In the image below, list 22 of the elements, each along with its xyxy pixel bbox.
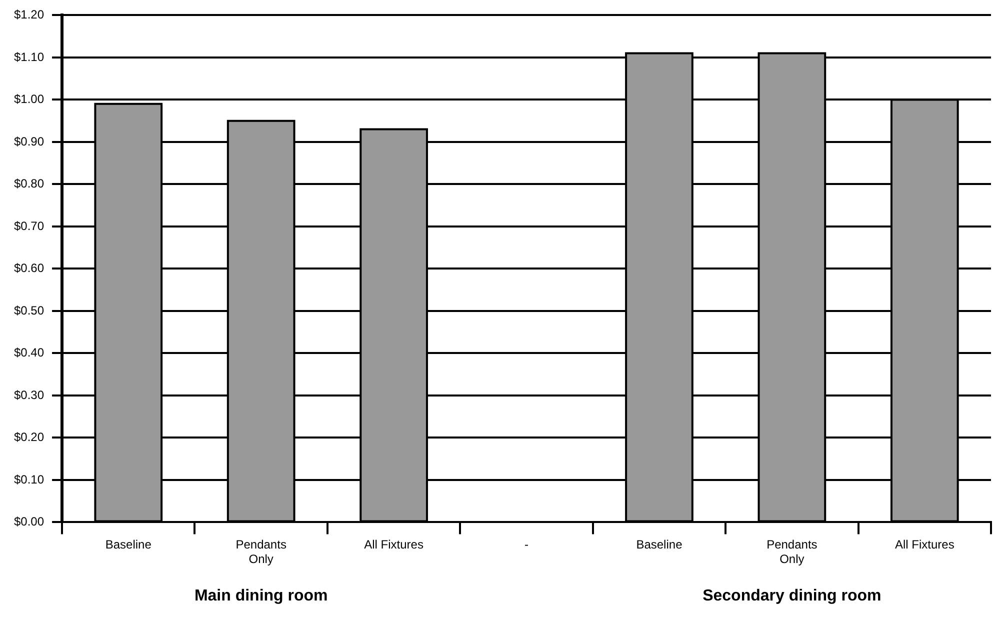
y-tick-label: $0.00 [14,514,44,529]
x-tick-label: Pendants Only [236,538,286,566]
x-tick-label: - [524,538,529,552]
y-tick-label: $0.90 [14,134,44,148]
text: Secondary dining room [702,587,882,604]
y-tick-label: $0.10 [14,472,44,486]
y-tick-label: $0.20 [14,430,44,444]
x-tick-label: Baseline [105,538,152,552]
x-tick-label: Baseline [636,538,683,552]
x-tick-label: Pendants Only [766,538,818,566]
x-tick-label: All Fixtures [364,538,424,552]
y-tick-label: $1.00 [14,92,44,106]
text: Main dining room [194,587,328,604]
y-tick-label: $0.50 [14,303,44,318]
y-tick-label: $1.20 [14,8,44,22]
y-tick-label: $0.70 [14,218,44,233]
y-tick-label: $0.60 [14,261,44,276]
y-tick-label: $0.80 [14,176,44,191]
x-tick-label: All Fixtures [894,538,954,552]
y-tick-label: $0.30 [14,388,44,402]
y-tick-label: $0.40 [14,346,44,360]
y-tick-label: $1.10 [14,50,44,64]
